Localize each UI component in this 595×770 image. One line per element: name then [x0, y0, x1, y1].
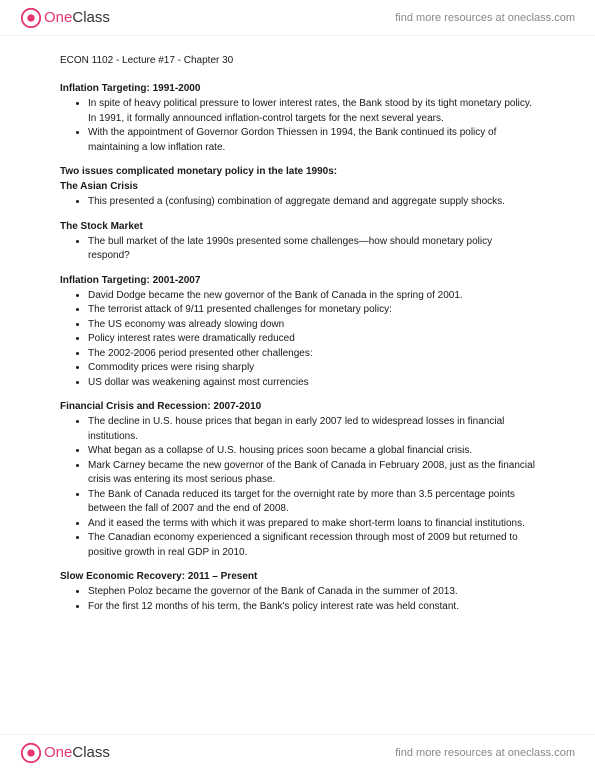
list-item: Commodity prices were rising sharply — [88, 361, 535, 376]
section-heading: Financial Crisis and Recession: 2007-201… — [60, 400, 535, 414]
section-heading: Inflation Targeting: 2001-2007 — [60, 274, 535, 288]
bullet-list: In spite of heavy political pressure to … — [60, 97, 535, 155]
logo-icon — [20, 7, 42, 29]
list-item: Policy interest rates were dramatically … — [88, 332, 535, 347]
section-subheading: The Asian Crisis — [60, 180, 535, 194]
list-item: For the first 12 months of his term, the… — [88, 600, 535, 615]
bullet-list: This presented a (confusing) combination… — [60, 195, 535, 210]
list-item: David Dodge became the new governor of t… — [88, 289, 535, 304]
header-bar: OneClass find more resources at oneclass… — [0, 0, 595, 36]
bullet-list: The decline in U.S. house prices that be… — [60, 415, 535, 560]
logo-icon — [20, 742, 42, 764]
list-item: The decline in U.S. house prices that be… — [88, 415, 535, 444]
list-item: The 2002-2006 period presented other cha… — [88, 347, 535, 362]
bullet-list: David Dodge became the new governor of t… — [60, 289, 535, 391]
footer-logo[interactable]: OneClass — [20, 742, 110, 764]
section-heading: The Stock Market — [60, 220, 535, 234]
list-item: US dollar was weakening against most cur… — [88, 376, 535, 391]
document-title: ECON 1102 - Lecture #17 - Chapter 30 — [60, 54, 535, 68]
list-item: The Bank of Canada reduced its target fo… — [88, 488, 535, 517]
header-link[interactable]: find more resources at oneclass.com — [395, 12, 575, 24]
footer-logo-text: OneClass — [44, 744, 110, 761]
section-heading: Slow Economic Recovery: 2011 – Present — [60, 570, 535, 584]
section-heading: Inflation Targeting: 1991-2000 — [60, 82, 535, 96]
list-item: The terrorist attack of 9/11 presented c… — [88, 303, 535, 318]
bullet-list: The bull market of the late 1990s presen… — [60, 235, 535, 264]
list-item: What began as a collapse of U.S. housing… — [88, 444, 535, 459]
list-item: With the appointment of Governor Gordon … — [88, 126, 535, 155]
list-item: Mark Carney became the new governor of t… — [88, 459, 535, 488]
bullet-list: Stephen Poloz became the governor of the… — [60, 585, 535, 614]
list-item: And it eased the terms with which it was… — [88, 517, 535, 532]
footer-link[interactable]: find more resources at oneclass.com — [395, 747, 575, 759]
list-item: Stephen Poloz became the governor of the… — [88, 585, 535, 600]
list-item: The bull market of the late 1990s presen… — [88, 235, 535, 264]
section-heading: Two issues complicated monetary policy i… — [60, 165, 535, 179]
list-item: In spite of heavy political pressure to … — [88, 97, 535, 126]
footer-bar: OneClass find more resources at oneclass… — [0, 734, 595, 770]
list-item: The Canadian economy experienced a signi… — [88, 531, 535, 560]
list-item: The US economy was already slowing down — [88, 318, 535, 333]
document-content: ECON 1102 - Lecture #17 - Chapter 30 Inf… — [0, 36, 595, 634]
logo[interactable]: OneClass — [20, 7, 110, 29]
list-item: This presented a (confusing) combination… — [88, 195, 535, 210]
logo-text: OneClass — [44, 9, 110, 26]
